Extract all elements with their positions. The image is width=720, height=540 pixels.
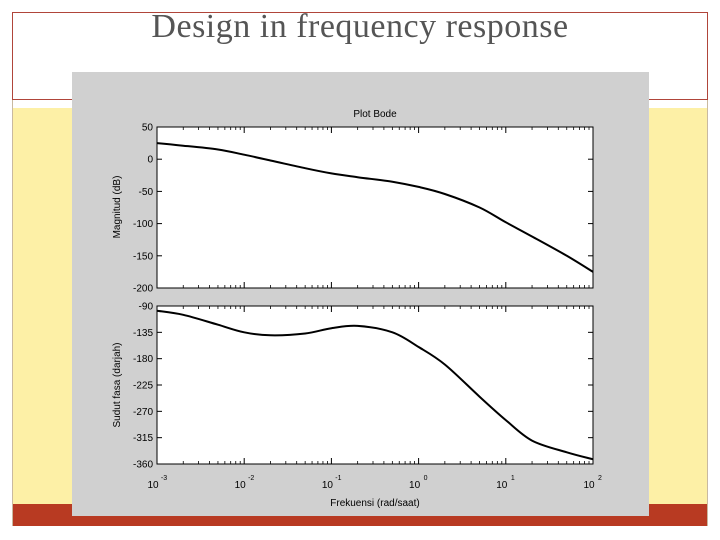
x-tick-label: 10 [496,480,508,491]
x-tick-label: 10 [235,480,247,491]
x-tick-exponent: -3 [161,475,167,482]
slide-title: Design in frequency response [151,8,569,45]
bode-plot: Plot Bode Magnitud (dB) Sudut fasa (darj… [112,109,602,509]
phase-ytick-label: -225 [133,381,153,392]
slide-side-frame [12,100,708,526]
magnitude-ytick-label: -50 [139,187,154,198]
magnitude-ytick-label: 0 [147,155,153,166]
phase-ytick-label: -315 [133,433,153,444]
magnitude-axes [156,126,594,289]
magnitude-ytick-label: 50 [142,123,154,134]
x-tick-exponent: 2 [598,475,602,482]
x-tick-label: 10 [322,480,334,491]
magnitude-ytick-label: -150 [133,251,153,262]
magnitude-ytick-label: -200 [133,284,153,295]
phase-y-ticks: -90 -135 -180 -225 -270 -315 -360 [133,302,593,471]
x-tick-exponent: 1 [511,475,515,482]
phase-ytick-label: -180 [133,354,153,365]
phase-ytick-label: -90 [139,302,154,313]
phase-series-line [156,309,594,461]
phase-ytick-label: -360 [133,460,153,471]
x-tick-exponent: 0 [424,475,428,482]
chart-xlabel: Frekuensi (rad/saat) [330,498,419,509]
x-tick-label: 10 [147,480,159,491]
phase-ylabel: Sudut fasa (darjah) [112,342,123,427]
magnitude-series-line [156,142,594,273]
x-minor-ticks [182,127,590,464]
bode-figure: Plot Bode Magnitud (dB) Sudut fasa (darj… [72,72,649,516]
phase-ytick-label: -135 [133,328,153,339]
x-tick-label: 10 [583,480,595,491]
x-tick-exponent: -2 [248,475,254,482]
magnitude-ytick-label: -100 [133,219,153,230]
chart-title: Plot Bode [353,109,397,120]
phase-axes [156,305,594,465]
magnitude-ylabel: Magnitud (dB) [112,176,123,239]
x-tick-label: 10 [409,480,421,491]
x-tick-exponent: -1 [335,475,341,482]
magnitude-y-ticks: 50 0 -50 -100 -150 -200 [133,123,593,295]
phase-ytick-label: -270 [133,407,153,418]
